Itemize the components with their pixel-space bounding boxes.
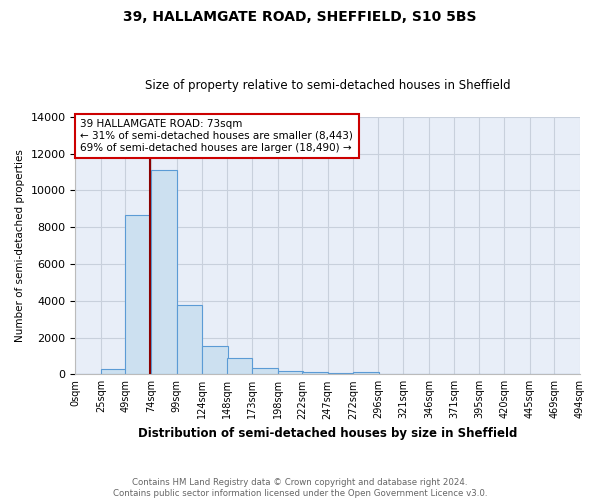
Bar <box>278 370 303 374</box>
Bar <box>101 369 127 374</box>
Bar <box>227 358 252 374</box>
Bar <box>202 346 227 374</box>
Title: Size of property relative to semi-detached houses in Sheffield: Size of property relative to semi-detach… <box>145 79 511 92</box>
Bar <box>151 170 176 374</box>
Bar <box>125 215 151 374</box>
Bar <box>302 372 328 374</box>
Bar <box>176 306 202 374</box>
Bar <box>328 373 353 374</box>
Bar <box>353 372 379 374</box>
Text: 39 HALLAMGATE ROAD: 73sqm
← 31% of semi-detached houses are smaller (8,443)
69% : 39 HALLAMGATE ROAD: 73sqm ← 31% of semi-… <box>80 120 353 152</box>
Text: 39, HALLAMGATE ROAD, SHEFFIELD, S10 5BS: 39, HALLAMGATE ROAD, SHEFFIELD, S10 5BS <box>123 10 477 24</box>
Y-axis label: Number of semi-detached properties: Number of semi-detached properties <box>15 149 25 342</box>
Text: Contains HM Land Registry data © Crown copyright and database right 2024.
Contai: Contains HM Land Registry data © Crown c… <box>113 478 487 498</box>
X-axis label: Distribution of semi-detached houses by size in Sheffield: Distribution of semi-detached houses by … <box>138 427 517 440</box>
Bar <box>252 368 278 374</box>
